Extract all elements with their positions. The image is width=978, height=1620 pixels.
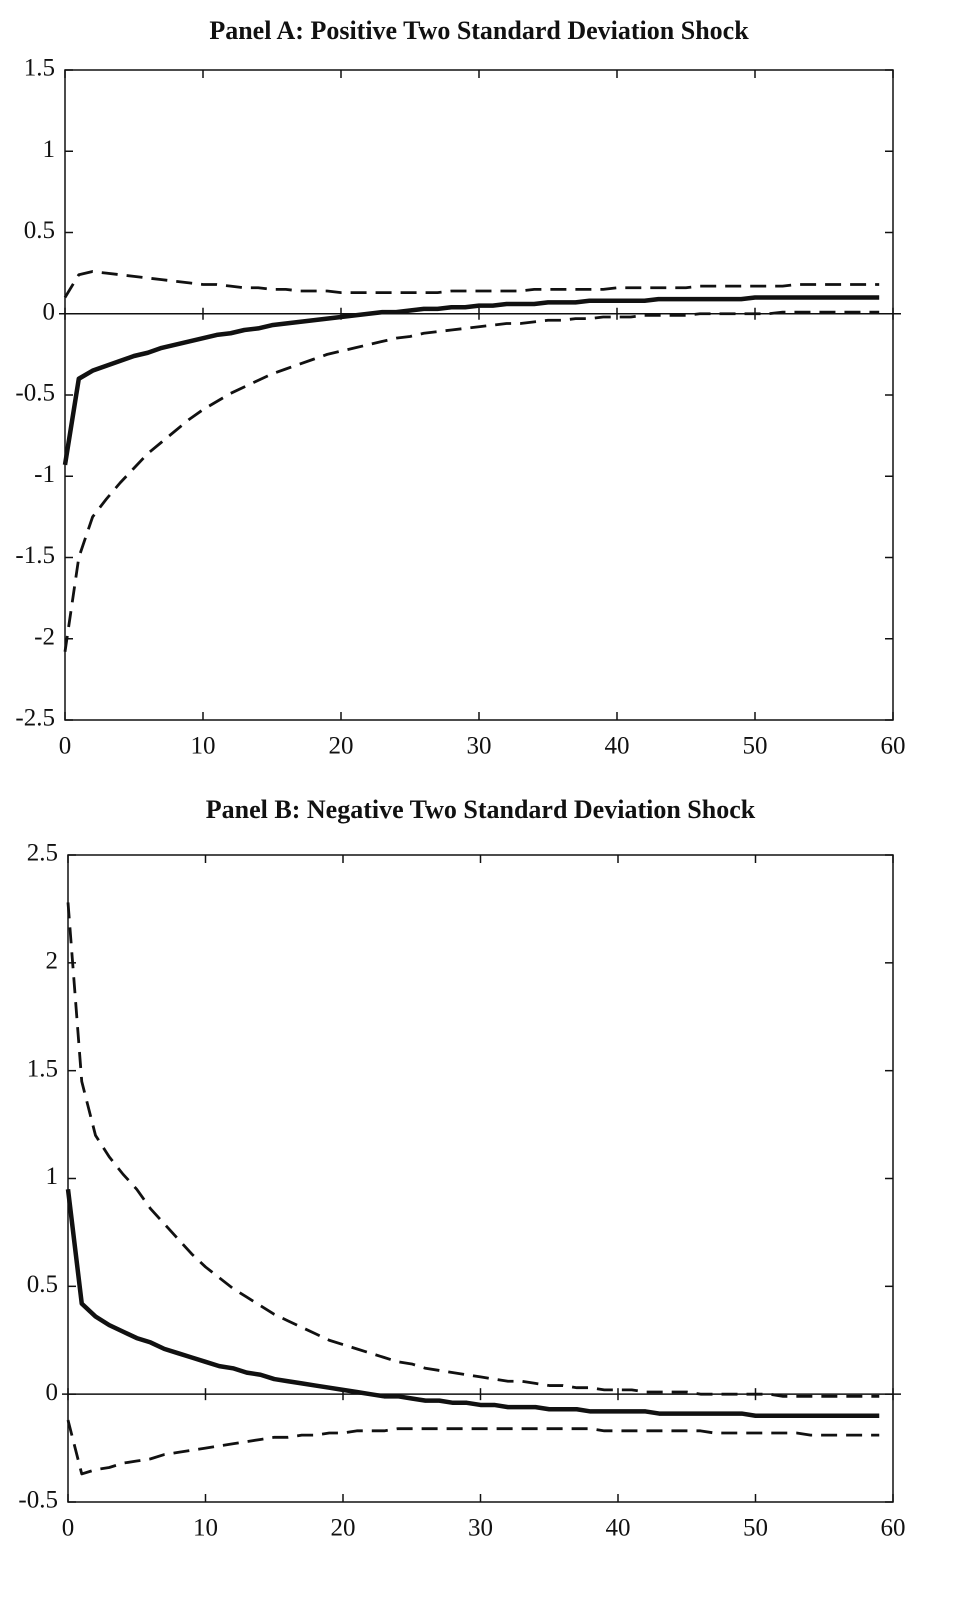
y-tick-label: 1.5	[24, 55, 55, 82]
x-tick-label: 10	[191, 733, 216, 760]
x-tick-label: 40	[606, 1515, 631, 1542]
plot-frame	[64, 69, 894, 721]
x-tick-label: 40	[605, 733, 630, 760]
band-line	[66, 1419, 880, 1476]
band-line	[63, 310, 880, 652]
x-tick-label: 50	[743, 1515, 768, 1542]
y-tick-label: -1	[34, 461, 55, 488]
x-tick-label: 0	[59, 733, 72, 760]
x-tick-label: 30	[467, 733, 492, 760]
x-tick-label: 60	[881, 733, 906, 760]
x-tick-label: 20	[329, 733, 354, 760]
x-tick-label: 10	[193, 1515, 218, 1542]
x-tick-label: 60	[881, 1515, 906, 1542]
x-tick-label: 30	[468, 1515, 493, 1542]
band-line	[63, 270, 880, 299]
y-tick-label: 2	[46, 948, 59, 975]
y-tick-label: 2.5	[27, 840, 58, 867]
y-tick-label: 1	[43, 136, 56, 163]
y-tick-label: -0.5	[18, 1487, 58, 1514]
x-tick-label: 50	[743, 733, 768, 760]
x-tick-label: 0	[62, 1515, 75, 1542]
y-tick-label: -2.5	[15, 705, 55, 732]
chart-title: Panel B: Negative Two Standard Deviation…	[206, 795, 756, 824]
band-line	[66, 902, 880, 1398]
response-line	[62, 295, 880, 466]
y-tick-label: 1	[46, 1163, 59, 1190]
chart-title: Panel A: Positive Two Standard Deviation…	[209, 16, 749, 45]
y-tick-label: 0	[46, 1379, 59, 1406]
y-tick-label: 0.5	[27, 1271, 58, 1298]
y-tick-label: -2	[34, 623, 55, 650]
y-tick-label: 0	[43, 298, 56, 325]
response-line	[65, 1189, 880, 1418]
y-tick-label: -0.5	[15, 380, 55, 407]
y-tick-label: -1.5	[15, 542, 55, 569]
x-tick-label: 20	[331, 1515, 356, 1542]
y-tick-label: 1.5	[27, 1055, 58, 1082]
y-tick-label: 0.5	[24, 217, 55, 244]
